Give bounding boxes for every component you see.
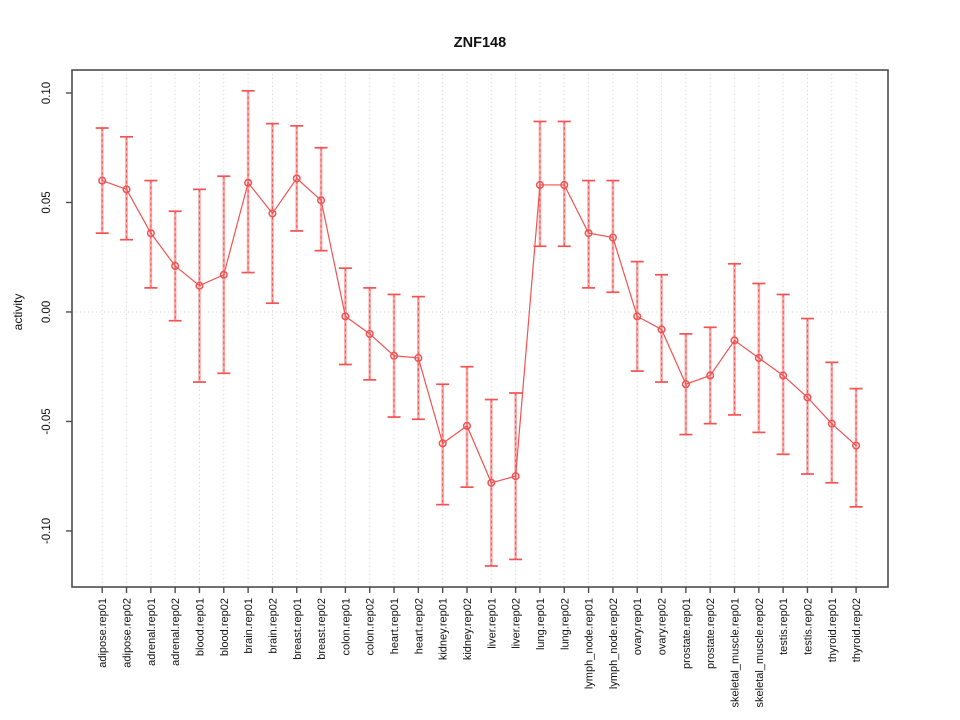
x-tick-label: breast.rep02 <box>316 598 328 660</box>
data-layer <box>95 89 863 567</box>
x-tick-label: thyroid.rep01 <box>827 598 839 662</box>
data-point <box>827 419 836 428</box>
data-point <box>657 325 666 334</box>
x-tick-label: testis.rep01 <box>778 598 790 655</box>
data-point <box>341 312 350 321</box>
x-tick-label: thyroid.rep02 <box>851 598 863 662</box>
x-tick-label: heart.rep01 <box>389 598 401 654</box>
data-point <box>706 371 715 380</box>
y-tick-label: 0.10 <box>41 82 53 104</box>
data-point <box>438 439 447 448</box>
data-point <box>803 393 812 402</box>
data-point <box>730 336 739 345</box>
x-tick-label: testis.rep02 <box>802 598 814 655</box>
data-point <box>633 312 642 321</box>
x-tick-label: adipose.rep02 <box>122 598 134 668</box>
data-point <box>244 178 253 187</box>
x-tick-label: skeletal_muscle.rep02 <box>754 598 766 707</box>
grid-layer <box>72 70 888 587</box>
data-point <box>754 353 763 363</box>
data-point <box>608 233 617 242</box>
x-tick-label: lymph_node.rep02 <box>608 598 620 689</box>
y-tick-label: 0.00 <box>41 301 53 323</box>
x-tick-label: heart.rep02 <box>413 598 425 654</box>
data-point <box>292 174 301 183</box>
x-tick-label: adipose.rep01 <box>97 598 109 668</box>
x-tick-label: blood.rep01 <box>194 598 206 656</box>
axis-layer: 0.10 0.05 0.00 -0.05 -0.10 adipose.rep01 adipo… <box>41 69 889 707</box>
x-tick-label: adrenal.rep02 <box>170 598 182 666</box>
x-tick-label: lung.rep02 <box>559 598 571 650</box>
data-point <box>487 478 496 487</box>
x-tick-label: liver.rep02 <box>511 598 523 649</box>
x-tick-label: adrenal.rep01 <box>146 598 158 666</box>
x-tick-label: breast.rep01 <box>292 598 304 660</box>
data-point <box>414 353 423 363</box>
data-point <box>779 371 788 380</box>
series-line <box>101 177 857 484</box>
x-tick-label: colon.rep01 <box>340 598 352 656</box>
data-point <box>98 176 107 185</box>
data-point <box>560 180 569 190</box>
y-tick-label: -0.05 <box>41 408 53 434</box>
x-tick-label: lymph_node.rep01 <box>584 598 596 689</box>
chart-title: ZNF148 <box>454 35 506 51</box>
data-point <box>535 180 544 190</box>
x-tick-label: kidney.rep02 <box>462 598 474 660</box>
x-tick-label: brain.rep01 <box>243 598 255 654</box>
data-point <box>681 380 690 389</box>
data-point <box>171 261 180 271</box>
data-point <box>317 196 326 205</box>
x-tick-label: colon.rep02 <box>365 598 377 656</box>
plot-border <box>71 69 889 588</box>
x-tick-label: lung.rep01 <box>535 598 547 650</box>
data-point <box>195 281 204 290</box>
x-tick-label: prostate.rep01 <box>681 598 693 669</box>
x-tick-label: brain.rep02 <box>267 598 279 654</box>
data-point <box>511 472 520 481</box>
data-point <box>584 229 593 238</box>
x-tick-label: ovary.rep01 <box>632 598 644 655</box>
y-axis-label: activity <box>11 294 25 331</box>
data-point <box>122 185 131 194</box>
x-tick-label: kidney.rep01 <box>438 598 450 660</box>
y-tick-label: 0.05 <box>41 191 53 213</box>
x-tick-label: liver.rep01 <box>486 598 498 649</box>
x-tick-label: prostate.rep02 <box>705 598 717 669</box>
data-point <box>219 270 228 279</box>
x-tick-label: skeletal_muscle.rep01 <box>730 598 742 707</box>
data-point <box>389 351 399 360</box>
x-tick-label: blood.rep02 <box>219 598 231 656</box>
y-tick-label: -0.10 <box>41 518 53 544</box>
data-point <box>146 229 155 238</box>
data-point <box>365 329 374 338</box>
data-point <box>462 421 472 430</box>
data-point <box>268 209 277 218</box>
data-point <box>852 441 861 450</box>
x-tick-label: ovary.rep02 <box>657 598 669 655</box>
